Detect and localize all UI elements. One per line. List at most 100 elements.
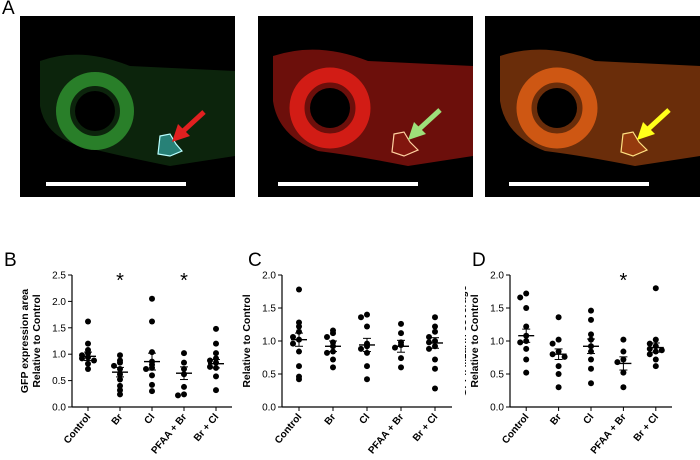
data-point [290, 334, 296, 341]
y-axis-label-line: GFP/Alizarin coverage [465, 285, 469, 397]
data-point [213, 325, 219, 332]
data-point [85, 340, 91, 347]
y-tick-label: 0.5 [52, 376, 66, 387]
data-point [149, 381, 155, 388]
roi-outline [157, 133, 183, 157]
data-point [324, 334, 330, 341]
eye-ring [289, 67, 371, 149]
x-tick-label: Control [62, 412, 93, 446]
data-point [213, 373, 219, 380]
data-point [117, 352, 123, 359]
data-point [296, 376, 302, 383]
y-axis-label-line: Relative to Control [469, 294, 481, 387]
y-axis-label: GFP/Alizarin coverage Relative to Control [465, 285, 481, 397]
y-tick-label: 0.0 [262, 403, 276, 414]
data-point [432, 385, 438, 392]
data-point [149, 295, 155, 302]
micrograph-gfp-image [20, 16, 235, 197]
data-point [588, 380, 594, 387]
data-point [213, 387, 219, 394]
data-point [523, 356, 530, 363]
scale-bar [278, 182, 418, 186]
x-tick-label: Br [548, 412, 564, 428]
data-point [330, 364, 336, 371]
micrograph-alizarin [258, 16, 473, 197]
x-tick-label: Cl [142, 412, 157, 427]
y-axis-label-line: Alizarin red area [240, 300, 241, 382]
data-point [296, 286, 302, 293]
data-point [181, 350, 187, 357]
data-point [181, 391, 187, 398]
panel-label-a: A [2, 0, 15, 19]
data-point [555, 314, 562, 321]
x-tick-label: Cl [357, 412, 372, 427]
data-point [652, 363, 659, 370]
significance-marker: * [180, 270, 188, 292]
y-axis-label-line: Relative to Control [241, 294, 253, 387]
x-tick-label: Br + Cl [411, 412, 440, 444]
y-axis-label-line: Relative to Control [31, 294, 43, 387]
data-point [117, 391, 123, 398]
y-tick-label: 1.5 [490, 304, 504, 315]
data-point [588, 307, 594, 314]
micrograph-gfp [20, 16, 235, 197]
eye-ring [56, 72, 134, 150]
micrograph-merge [485, 16, 700, 197]
data-point [588, 356, 594, 363]
y-tick-label: 1.0 [490, 337, 504, 348]
y-axis-label-line: GFP expression area [19, 289, 31, 393]
data-point [324, 349, 330, 356]
data-point [523, 305, 530, 311]
data-point [364, 376, 370, 383]
data-point [85, 360, 91, 367]
data-point [358, 345, 364, 352]
data-point [296, 323, 302, 330]
data-point [523, 369, 530, 376]
x-tick-label: Br [323, 412, 339, 428]
data-point [143, 365, 149, 372]
y-tick-label: 2.0 [490, 271, 504, 282]
data-point [398, 330, 404, 337]
data-point [523, 345, 530, 352]
data-point [85, 318, 91, 325]
scale-bar [46, 182, 186, 186]
y-tick-label: 2.0 [262, 271, 276, 282]
data-point [652, 285, 659, 292]
data-point [588, 365, 594, 372]
chart-alizarin-area: 0.0 0.5 1.0 1.5 2.0 Alizarin red areaRelative… [240, 271, 452, 457]
roi-outline [620, 131, 649, 157]
arrowhead [408, 122, 426, 140]
data-point [646, 345, 653, 352]
data-point [620, 336, 627, 343]
data-point [432, 328, 438, 335]
chart-gfp-expression: 0.0 0.5 1.0 1.5 2.0 2.5 GFP expression area Rel… [19, 270, 232, 456]
data-point [432, 365, 438, 372]
significance-marker: * [620, 270, 628, 292]
y-tick-label: 0.5 [490, 370, 504, 381]
data-point [523, 290, 530, 297]
x-tick-label: PFAA + Br [366, 412, 406, 457]
data-point [398, 364, 404, 371]
data-point [588, 316, 594, 323]
data-point [117, 382, 123, 389]
y-tick-label: 1.0 [262, 337, 276, 348]
data-point [426, 334, 432, 341]
data-point [549, 340, 556, 347]
data-point [358, 314, 364, 321]
data-point [652, 336, 659, 343]
y-tick-label: 0.5 [262, 370, 276, 381]
data-point [620, 384, 627, 391]
data-point [555, 336, 562, 343]
y-tick-label: 1.0 [52, 350, 66, 361]
data-point [117, 359, 123, 366]
data-point [149, 318, 155, 325]
data-point [646, 340, 653, 347]
x-tick-label: Br + Cl [192, 412, 221, 444]
panel-label-c: C [248, 250, 262, 271]
data-point [364, 311, 370, 318]
data-point [652, 356, 659, 363]
data-point [91, 357, 97, 364]
x-tick-label: Br + Cl [632, 412, 661, 444]
significance-marker: * [116, 270, 124, 292]
data-point [213, 350, 219, 357]
